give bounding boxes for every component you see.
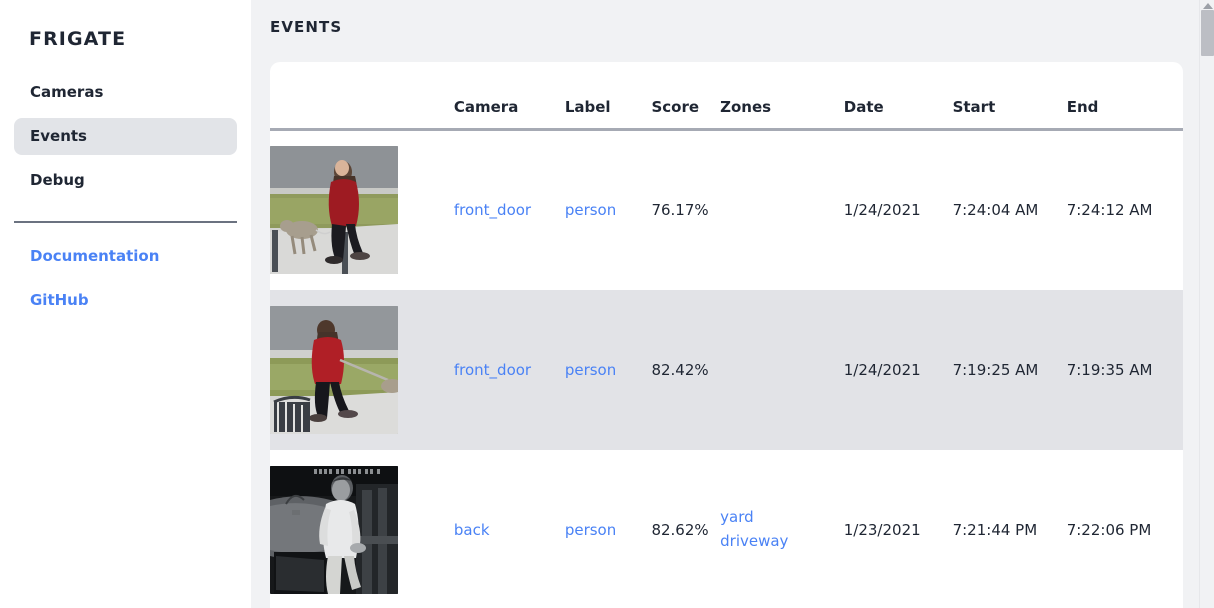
column-header-zones: Zones: [720, 62, 844, 131]
event-camera-cell: back: [454, 450, 565, 608]
table-header-row: Camera Label Score Zones Date Start End: [270, 62, 1183, 131]
event-date-cell: 1/24/2021: [843, 289, 953, 450]
event-thumbnail-cell[interactable]: [270, 289, 454, 450]
scrollbar-thumb[interactable]: [1201, 10, 1214, 56]
event-end-cell: 7:22:06 PM: [1066, 520, 1152, 539]
event-end-cell: 7:19:35 AM: [1066, 289, 1183, 450]
event-start-cell: 7:19:25 AM: [952, 289, 1067, 450]
page-scrollbar[interactable]: [1199, 0, 1214, 608]
event-label-link[interactable]: person: [564, 201, 617, 220]
event-date-cell: 1/23/2021: [843, 520, 921, 539]
event-date-cell: 1/24/2021: [843, 201, 921, 220]
page-title: EVENTS: [270, 18, 343, 36]
event-camera-cell: front_door: [453, 289, 565, 450]
sidebar-item-cameras[interactable]: Cameras: [30, 83, 104, 101]
column-header-score: Score: [651, 62, 721, 131]
sidebar-item-events[interactable]: Events: [14, 118, 237, 155]
sidebar-divider: [14, 221, 237, 223]
sidebar: FRIGATE Cameras Events Debug Documentati…: [0, 0, 251, 608]
event-label-cell: person: [565, 450, 652, 608]
event-camera-link[interactable]: front_door: [453, 360, 532, 379]
table-row[interactable]: front_door person 82.42% 1/24/2021 7:19:…: [270, 289, 1183, 450]
table-row[interactable]: back person 82.62% yard driveway 1/23/20…: [270, 450, 1183, 608]
event-zones-cell: yard driveway: [720, 450, 844, 608]
event-zones-cell: [720, 289, 844, 450]
event-thumbnail-image[interactable]: [270, 465, 398, 594]
event-start-cell: 7:24:04 AM: [952, 201, 1039, 220]
events-table: Camera Label Score Zones Date Start End: [270, 62, 1183, 608]
event-label-cell: person: [564, 289, 652, 450]
column-header-camera: Camera: [453, 62, 565, 131]
event-thumbnail-image[interactable]: [270, 146, 398, 275]
event-score-cell: 82.42%: [651, 289, 721, 450]
events-table-body: front_door person 76.17% 1/24/2021 7:24:…: [270, 130, 1183, 608]
column-header-end: End: [1066, 62, 1183, 131]
column-header-label: Label: [564, 62, 652, 131]
events-card: Camera Label Score Zones Date Start End: [270, 62, 1183, 608]
app-brand: FRIGATE: [29, 28, 127, 50]
event-camera-cell: front_door: [454, 130, 565, 290]
sidebar-item-debug[interactable]: Debug: [30, 171, 85, 189]
column-header-start: Start: [952, 62, 1067, 131]
event-score-cell: 76.17%: [651, 201, 709, 220]
event-zone-link[interactable]: yard: [720, 508, 754, 527]
event-label-link[interactable]: person: [564, 520, 617, 539]
event-score-cell: 82.62%: [651, 520, 709, 539]
event-label-link[interactable]: person: [564, 360, 617, 379]
scroll-up-arrow-icon[interactable]: [1203, 3, 1213, 9]
event-thumbnail-cell[interactable]: [270, 130, 454, 290]
event-thumbnail-image[interactable]: [270, 305, 398, 434]
main-content: EVENTS Camera Label Score Zones Date Sta…: [251, 0, 1214, 608]
column-header-date: Date: [843, 62, 953, 131]
event-thumbnail-cell[interactable]: [270, 450, 454, 608]
sidebar-link-documentation[interactable]: Documentation: [30, 247, 160, 265]
event-end-cell: 7:24:12 AM: [1066, 201, 1153, 220]
table-row[interactable]: front_door person 76.17% 1/24/2021 7:24:…: [270, 130, 1183, 290]
event-zone-link[interactable]: driveway: [720, 531, 789, 550]
event-start-cell: 7:21:44 PM: [952, 520, 1038, 539]
column-header-thumbnail: [270, 62, 454, 131]
sidebar-link-github[interactable]: GitHub: [30, 291, 89, 309]
event-zones-cell: [720, 130, 844, 290]
event-camera-link[interactable]: front_door: [453, 201, 532, 220]
event-camera-link[interactable]: back: [453, 520, 490, 539]
event-label-cell: person: [565, 130, 652, 290]
events-table-head: Camera Label Score Zones Date Start End: [270, 62, 1183, 131]
